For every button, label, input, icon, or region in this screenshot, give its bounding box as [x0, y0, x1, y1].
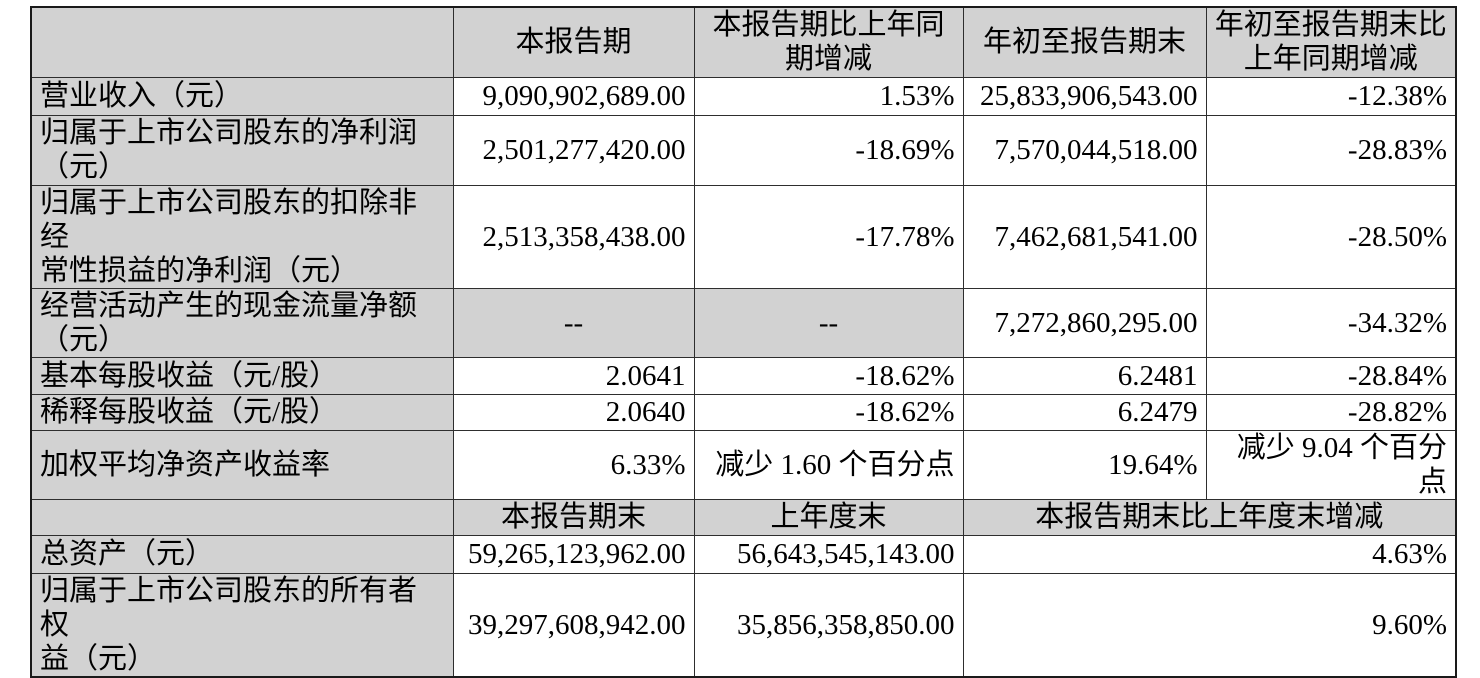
financial-summary-table: 本报告期 本报告期比上年同 期增减 年初至报告期末 年初至报告期末比 上年同期增… — [30, 6, 1457, 678]
financial-summary-table-wrap: 本报告期 本报告期比上年同 期增减 年初至报告期末 年初至报告期末比 上年同期增… — [30, 6, 1457, 678]
value-cell: 6.2479 — [962, 393, 1207, 431]
value-cell: -17.78% — [693, 184, 964, 289]
value-cell: 6.33% — [452, 429, 695, 500]
metric-label: 稀释每股收益（元/股） — [30, 393, 454, 431]
metric-label: 归属于上市公司股东的净利润 （元） — [30, 114, 454, 186]
value-cell: 2.0640 — [452, 393, 695, 431]
metric-label: 经营活动产生的现金流量净额 （元） — [30, 287, 454, 358]
header-metric-cell — [30, 6, 454, 78]
secondary-header-current-period-end: 本报告期末 — [452, 498, 695, 536]
header-ytd: 年初至报告期末 — [962, 6, 1207, 78]
value-cell: 19.64% — [962, 429, 1207, 500]
table-row-net-profit: 归属于上市公司股东的净利润 （元） 2,501,277,420.00 -18.6… — [30, 114, 1457, 186]
value-cell: -28.50% — [1205, 184, 1457, 289]
header-row: 本报告期 本报告期比上年同 期增减 年初至报告期末 年初至报告期末比 上年同期增… — [30, 6, 1457, 78]
value-cell: 2,513,358,438.00 — [452, 184, 695, 289]
secondary-header-metric-cell — [30, 498, 454, 536]
value-cell: 4.63% — [962, 534, 1457, 574]
table-row-total-assets: 总资产（元） 59,265,123,962.00 56,643,545,143.… — [30, 534, 1457, 574]
value-cell: 2.0641 — [452, 356, 695, 395]
value-cell: 7,272,860,295.00 — [962, 287, 1207, 358]
value-cell: -12.38% — [1205, 76, 1457, 116]
table-row-deducted-net-profit: 归属于上市公司股东的扣除非经 常性损益的净利润（元） 2,513,358,438… — [30, 184, 1457, 289]
metric-label: 归属于上市公司股东的所有者权 益（元） — [30, 572, 454, 677]
secondary-header-prior-year-end: 上年度末 — [693, 498, 964, 536]
value-cell: 1.53% — [693, 76, 964, 116]
value-cell: 25,833,906,543.00 — [962, 76, 1207, 116]
value-cell: 减少 9.04 个百分点 — [1205, 429, 1457, 500]
value-cell-na: -- — [452, 287, 695, 358]
table-row-basic-eps: 基本每股收益（元/股） 2.0641 -18.62% 6.2481 -28.84… — [30, 356, 1457, 395]
value-cell: 9.60% — [962, 572, 1457, 677]
table-row-weighted-roe: 加权平均净资产收益率 6.33% 减少 1.60 个百分点 19.64% 减少 … — [30, 429, 1457, 500]
header-current-period: 本报告期 — [452, 6, 695, 78]
value-cell: 59,265,123,962.00 — [452, 534, 695, 574]
secondary-header-change: 本报告期末比上年度末增减 — [962, 498, 1457, 536]
value-cell: 35,856,358,850.00 — [693, 572, 964, 677]
header-current-period-yoy: 本报告期比上年同 期增减 — [693, 6, 964, 78]
value-cell: 减少 1.60 个百分点 — [693, 429, 964, 500]
value-cell: 6.2481 — [962, 356, 1207, 395]
value-cell: -28.83% — [1205, 114, 1457, 186]
table-row-revenue: 营业收入（元） 9,090,902,689.00 1.53% 25,833,90… — [30, 76, 1457, 116]
value-cell: 9,090,902,689.00 — [452, 76, 695, 116]
value-cell: 7,570,044,518.00 — [962, 114, 1207, 186]
table-row-diluted-eps: 稀释每股收益（元/股） 2.0640 -18.62% 6.2479 -28.82… — [30, 393, 1457, 431]
value-cell: -28.84% — [1205, 356, 1457, 395]
metric-label: 基本每股收益（元/股） — [30, 356, 454, 395]
value-cell: 7,462,681,541.00 — [962, 184, 1207, 289]
value-cell: 2,501,277,420.00 — [452, 114, 695, 186]
value-cell-na: -- — [693, 287, 964, 358]
table-row-owners-equity: 归属于上市公司股东的所有者权 益（元） 39,297,608,942.00 35… — [30, 572, 1457, 677]
value-cell: 39,297,608,942.00 — [452, 572, 695, 677]
table-row-operating-cash-flow: 经营活动产生的现金流量净额 （元） -- -- 7,272,860,295.00… — [30, 287, 1457, 358]
value-cell: -28.82% — [1205, 393, 1457, 431]
value-cell: -18.69% — [693, 114, 964, 186]
metric-label: 营业收入（元） — [30, 76, 454, 116]
metric-label: 总资产（元） — [30, 534, 454, 574]
metric-label: 加权平均净资产收益率 — [30, 429, 454, 500]
value-cell: -18.62% — [693, 356, 964, 395]
secondary-header-row: 本报告期末 上年度末 本报告期末比上年度末增减 — [30, 498, 1457, 536]
value-cell: -34.32% — [1205, 287, 1457, 358]
metric-label: 归属于上市公司股东的扣除非经 常性损益的净利润（元） — [30, 184, 454, 289]
header-ytd-yoy: 年初至报告期末比 上年同期增减 — [1205, 6, 1457, 78]
value-cell: -18.62% — [693, 393, 964, 431]
value-cell: 56,643,545,143.00 — [693, 534, 964, 574]
